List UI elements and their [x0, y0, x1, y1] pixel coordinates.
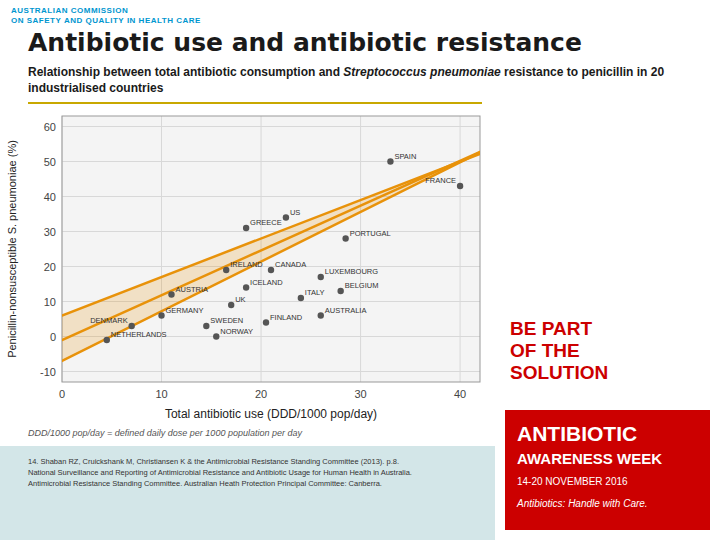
point-labels: NETHERLANDS DENMARK GERMANY AUSTRIA SWEDEN NO… [90, 152, 456, 340]
tick-label: -10 [40, 366, 56, 378]
tick-label: 0 [59, 388, 65, 400]
tick-label: 50 [44, 156, 56, 168]
tick-label: 20 [255, 388, 267, 400]
tick-label: 30 [44, 226, 56, 238]
point [318, 274, 324, 280]
point [298, 295, 304, 301]
point [228, 302, 234, 308]
grid-line [161, 116, 162, 382]
band [62, 152, 480, 361]
point-label: GREECE [250, 218, 282, 227]
axes: 010203040-100102030405060Total antibioti… [6, 116, 480, 421]
point [213, 333, 219, 339]
tick-label: 0 [50, 331, 56, 343]
slogan: BE PART OF THE SOLUTION [510, 318, 608, 384]
point [337, 288, 343, 294]
point [243, 284, 249, 290]
subtitle: Relationship between total antibiotic co… [28, 64, 668, 96]
grid-line [360, 116, 361, 382]
plot-frame [62, 116, 480, 382]
plot-background [62, 116, 480, 382]
tick-label: 10 [155, 388, 167, 400]
point-label: CANADA [275, 260, 306, 269]
grid [62, 116, 480, 382]
point [128, 323, 134, 329]
point [342, 235, 348, 241]
grid-line [62, 371, 480, 372]
point [223, 267, 229, 273]
grid-line [62, 196, 480, 197]
point-label: NORWAY [220, 327, 253, 336]
point-label: AUSTRALIA [325, 306, 367, 315]
subtitle-part: Relationship between total antibiotic co… [28, 65, 343, 79]
grid-line [62, 161, 480, 162]
separator [28, 102, 482, 104]
footnote: DDD/1000 pop/day = defined daily dose pe… [28, 428, 302, 438]
tick-label: 10 [44, 296, 56, 308]
brand-text: Antibiotics: Handle with Care. [517, 498, 648, 509]
grid-line [460, 116, 461, 382]
grid-line [62, 231, 480, 232]
y-axis-label: Penicillin-nonsusceptible S. pneumoniae … [6, 140, 18, 358]
grid-line [62, 126, 480, 127]
point [387, 158, 393, 164]
point-label: PORTUGAL [350, 229, 391, 238]
citation: 14. Shaban RZ, Cruickshank M, Christians… [28, 456, 490, 489]
band-line [62, 152, 480, 361]
point-label: FINLAND [270, 313, 303, 322]
point-label: FRANCE [425, 176, 456, 185]
point [243, 225, 249, 231]
point-label: BELGIUM [345, 281, 379, 290]
point-label: SPAIN [394, 152, 416, 161]
point-label: ICELAND [250, 278, 283, 287]
chart: 010203040-100102030405060Total antibioti… [0, 106, 495, 428]
point-label: GERMANY [166, 306, 204, 315]
point [318, 312, 324, 318]
header: AUSTRALIAN COMMISSION [11, 6, 128, 15]
point [203, 323, 209, 329]
x-axis-label: Total antibiotic use (DDD/1000 pop/day) [165, 407, 377, 421]
point-label: UK [235, 295, 245, 304]
point-label: LUXEMBOURG [325, 267, 379, 276]
point [457, 183, 463, 189]
tick-label: 60 [44, 121, 56, 133]
point-label: DENMARK [90, 316, 128, 325]
band-line [62, 152, 480, 340]
brand-text: AWARENESS WEEK [517, 450, 662, 467]
point [158, 312, 164, 318]
point [263, 319, 269, 325]
point [283, 214, 289, 220]
point-label: NETHERLANDS [111, 330, 167, 339]
tick-label: 40 [44, 191, 56, 203]
point [168, 291, 174, 297]
point-label: AUSTRIA [175, 285, 208, 294]
title: Antibiotic use and antibiotic resistance [28, 28, 582, 57]
point-label: IRELAND [230, 260, 263, 269]
point-label: US [290, 208, 300, 217]
point [268, 267, 274, 273]
tick-label: 30 [354, 388, 366, 400]
point-label: SWEDEN [210, 316, 243, 325]
brand-text: 14-20 NOVEMBER 2016 [517, 476, 628, 487]
subtitle-part: Streptococcus pneumoniae [343, 65, 500, 79]
brand-text: ANTIBIOTIC [517, 422, 637, 446]
band-line [62, 154, 480, 316]
tick-label: 40 [454, 388, 466, 400]
point [104, 337, 110, 343]
point-label: ITALY [305, 288, 325, 297]
brand-box: ANTIBIOTIC AWARENESS WEEK 14-20 NOVEMBER 2… [505, 410, 710, 530]
banner: 14. Shaban RZ, Cruickshank M, Christians… [0, 446, 495, 540]
header: ON SAFETY AND QUALITY IN HEALTH CARE [11, 16, 201, 25]
tick-label: 20 [44, 261, 56, 273]
marks [62, 152, 480, 361]
